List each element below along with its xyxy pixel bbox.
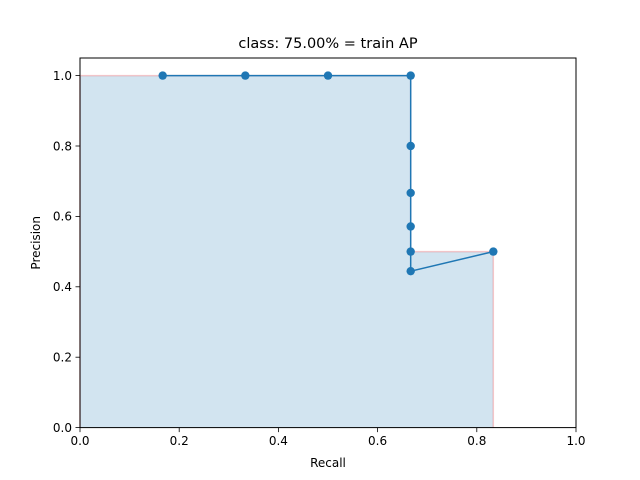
pr-point: [406, 247, 415, 256]
x-tick-label: 0.0: [70, 434, 89, 448]
plot-frame: [79, 57, 577, 429]
y-tick-label: 0.8: [53, 139, 72, 153]
x-tick-label: 0.8: [467, 434, 486, 448]
y-tick-label: 0.2: [53, 351, 72, 365]
pr-point: [406, 222, 415, 231]
pr-point: [406, 188, 415, 198]
y-axis-label: Precision: [29, 216, 43, 270]
y-tick-label: 0.0: [53, 421, 72, 435]
y-tick-label: 1.0: [53, 69, 72, 83]
ap-area-fill: [80, 75, 494, 428]
pr-point: [158, 71, 167, 80]
marker-layer: [158, 71, 498, 276]
x-axis-label: Recall: [310, 456, 346, 470]
line-layer: [162, 74, 494, 273]
pr-point: [323, 71, 333, 80]
pr-curve-line: [162, 74, 494, 273]
x-tick-label: 0.2: [170, 434, 189, 448]
pr-point: [406, 71, 415, 80]
y-tick-label: 0.6: [53, 210, 72, 224]
x-tick-label: 0.6: [368, 434, 387, 448]
pr-point: [406, 141, 415, 151]
y-tick-label: 0.4: [53, 280, 72, 294]
chart-title: class: 75.00% = train AP: [238, 36, 417, 52]
pr-point: [489, 247, 498, 256]
x-tick-label: 1.0: [566, 434, 585, 448]
y-axis: 0.0 0.2 0.4 0.6 0.8 1.0: [53, 69, 80, 435]
x-tick-label: 0.4: [269, 434, 288, 448]
pr-point: [241, 71, 250, 80]
pr-point: [406, 266, 415, 276]
x-axis: 0.0 0.2 0.4 0.6 0.8 1.0: [70, 427, 586, 448]
